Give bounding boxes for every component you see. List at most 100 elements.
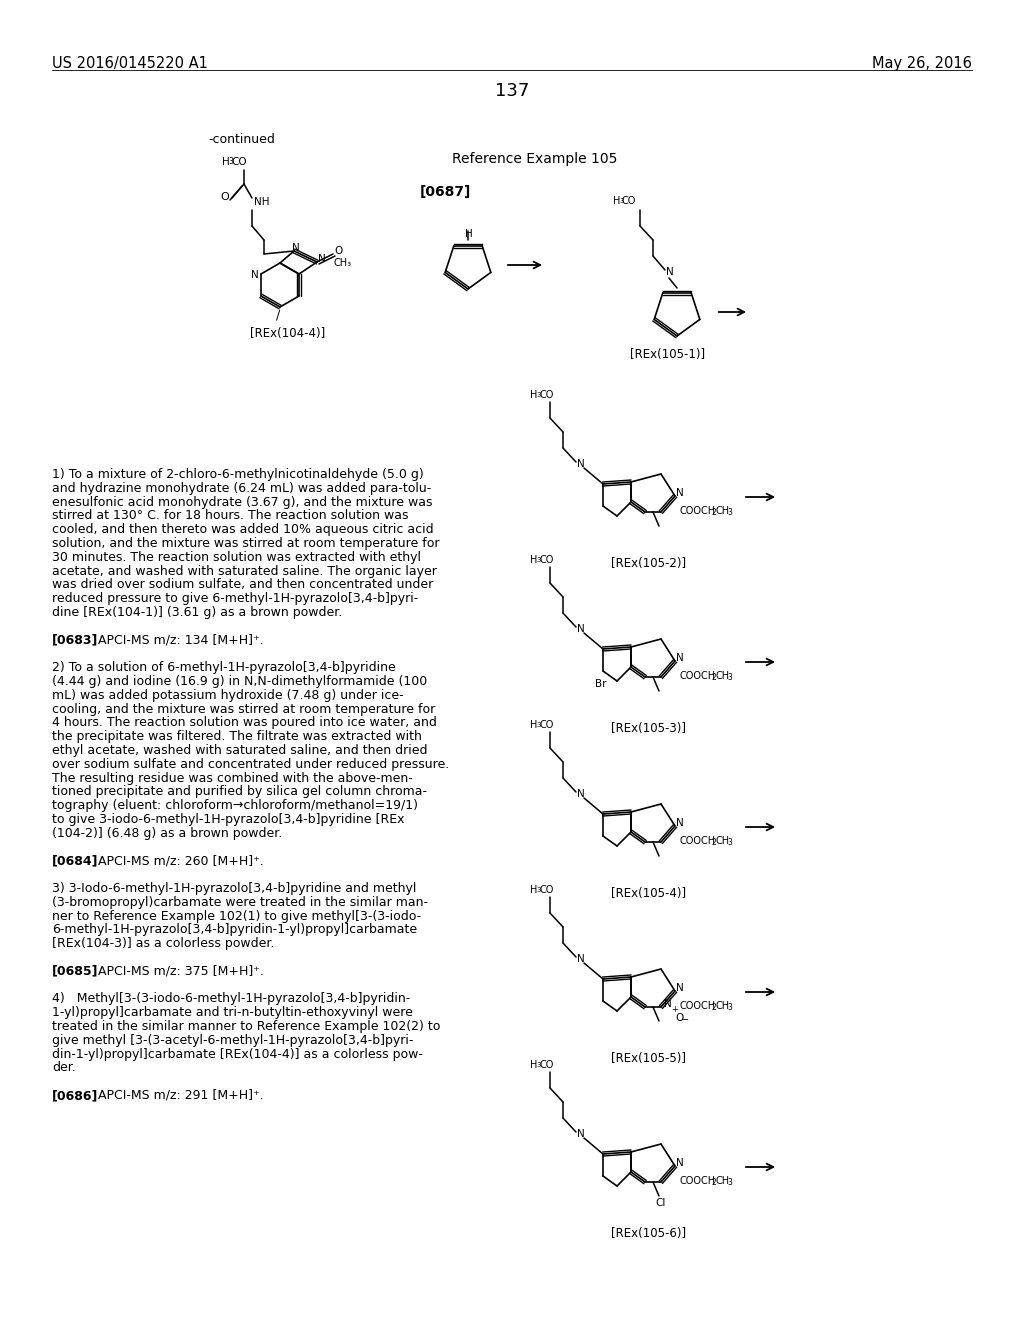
Text: tography (eluent: chloroform→chloroform/methanol=19/1): tography (eluent: chloroform→chloroform/…: [52, 799, 418, 812]
Text: der.: der.: [52, 1061, 76, 1074]
Text: and hydrazine monohydrate (6.24 mL) was added para-tolu-: and hydrazine monohydrate (6.24 mL) was …: [52, 482, 431, 495]
Text: Br: Br: [595, 678, 606, 689]
Text: mL) was added potassium hydroxide (7.48 g) under ice-: mL) was added potassium hydroxide (7.48 …: [52, 689, 403, 702]
Text: CO: CO: [539, 1060, 553, 1071]
Text: N: N: [577, 954, 585, 964]
Text: 3: 3: [618, 198, 624, 205]
Text: 30 minutes. The reaction solution was extracted with ethyl: 30 minutes. The reaction solution was ex…: [52, 550, 421, 564]
Text: acetate, and washed with saturated saline. The organic layer: acetate, and washed with saturated salin…: [52, 565, 437, 578]
Text: 3: 3: [727, 838, 732, 847]
Text: N: N: [666, 267, 674, 277]
Text: APCI-MS m/z: 375 [M+H]⁺.: APCI-MS m/z: 375 [M+H]⁺.: [86, 965, 263, 978]
Text: ethyl acetate, washed with saturated saline, and then dried: ethyl acetate, washed with saturated sal…: [52, 744, 427, 756]
Text: 2: 2: [712, 1003, 717, 1012]
Text: 6-methyl-1H-pyrazolo[3,4-b]pyridin-1-yl)propyl]carbamate: 6-methyl-1H-pyrazolo[3,4-b]pyridin-1-yl)…: [52, 924, 417, 936]
Text: N: N: [676, 983, 684, 993]
Text: The resulting residue was combined with the above-men-: The resulting residue was combined with …: [52, 772, 413, 784]
Text: 3) 3-Iodo-6-methyl-1H-pyrazolo[3,4-b]pyridine and methyl: 3) 3-Iodo-6-methyl-1H-pyrazolo[3,4-b]pyr…: [52, 882, 417, 895]
Text: 3: 3: [536, 1063, 541, 1068]
Text: 3: 3: [727, 673, 732, 682]
Text: treated in the similar manner to Reference Example 102(2) to: treated in the similar manner to Referen…: [52, 1020, 440, 1034]
Text: [0684]: [0684]: [52, 854, 98, 867]
Text: N: N: [676, 653, 684, 663]
Text: N: N: [676, 818, 684, 828]
Text: H: H: [530, 1060, 538, 1071]
Text: 1) To a mixture of 2-chloro-6-methylnicotinaldehyde (5.0 g): 1) To a mixture of 2-chloro-6-methylnico…: [52, 469, 424, 480]
Text: N: N: [676, 488, 684, 498]
Text: CO: CO: [539, 389, 553, 400]
Text: [REx(104-3)] as a colorless powder.: [REx(104-3)] as a colorless powder.: [52, 937, 274, 950]
Text: [REx(105-2)]: [REx(105-2)]: [611, 557, 686, 570]
Text: N: N: [664, 999, 672, 1008]
Text: APCI-MS m/z: 291 [M+H]⁺.: APCI-MS m/z: 291 [M+H]⁺.: [86, 1089, 263, 1102]
Text: COOCH: COOCH: [679, 1001, 715, 1011]
Text: 3: 3: [727, 1003, 732, 1012]
Text: dine [REx(104-1)] (3.61 g) as a brown powder.: dine [REx(104-1)] (3.61 g) as a brown po…: [52, 606, 342, 619]
Text: N: N: [577, 789, 585, 799]
Text: CO: CO: [622, 195, 636, 206]
Text: (4.44 g) and iodine (16.9 g) in N,N-dimethylformamide (100: (4.44 g) and iodine (16.9 g) in N,N-dime…: [52, 675, 427, 688]
Text: O: O: [334, 246, 342, 256]
Text: US 2016/0145220 A1: US 2016/0145220 A1: [52, 55, 208, 71]
Text: [REx(105-1)]: [REx(105-1)]: [630, 348, 706, 360]
Text: -continued: -continued: [208, 133, 274, 147]
Text: cooling, and the mixture was stirred at room temperature for: cooling, and the mixture was stirred at …: [52, 702, 435, 715]
Text: 3: 3: [536, 722, 541, 729]
Text: Reference Example 105: Reference Example 105: [452, 152, 617, 166]
Text: CO: CO: [231, 157, 247, 168]
Text: 3: 3: [536, 887, 541, 894]
Text: H: H: [530, 719, 538, 730]
Text: CH₃: CH₃: [334, 257, 352, 268]
Text: 2: 2: [712, 673, 717, 682]
Text: H: H: [222, 157, 229, 168]
Text: 137: 137: [495, 82, 529, 100]
Text: N: N: [577, 459, 585, 469]
Text: [REx(105-4)]: [REx(105-4)]: [611, 887, 686, 900]
Text: 4 hours. The reaction solution was poured into ice water, and: 4 hours. The reaction solution was poure…: [52, 717, 437, 730]
Text: 3: 3: [727, 1177, 732, 1187]
Text: COOCH: COOCH: [679, 1176, 715, 1185]
Text: H: H: [530, 884, 538, 895]
Text: H: H: [465, 228, 473, 239]
Text: CH: CH: [715, 506, 729, 516]
Text: May 26, 2016: May 26, 2016: [872, 55, 972, 71]
Text: 2: 2: [712, 508, 717, 517]
Text: N: N: [251, 271, 259, 280]
Text: −: −: [681, 1015, 689, 1026]
Text: stirred at 130° C. for 18 hours. The reaction solution was: stirred at 130° C. for 18 hours. The rea…: [52, 510, 409, 523]
Text: O: O: [675, 1012, 683, 1023]
Text: the precipitate was filtered. The filtrate was extracted with: the precipitate was filtered. The filtra…: [52, 730, 422, 743]
Text: CO: CO: [539, 884, 553, 895]
Text: NH: NH: [254, 197, 269, 207]
Text: O: O: [220, 191, 228, 202]
Text: H: H: [613, 195, 621, 206]
Text: CH: CH: [715, 1176, 729, 1185]
Text: COOCH: COOCH: [679, 506, 715, 516]
Text: cooled, and then thereto was added 10% aqueous citric acid: cooled, and then thereto was added 10% a…: [52, 523, 433, 536]
Text: [REx(105-6)]: [REx(105-6)]: [611, 1228, 686, 1239]
Text: 3: 3: [228, 157, 232, 166]
Text: N: N: [292, 243, 300, 253]
Text: N: N: [676, 1158, 684, 1168]
Text: [REx(105-5)]: [REx(105-5)]: [611, 1052, 686, 1065]
Text: solution, and the mixture was stirred at room temperature for: solution, and the mixture was stirred at…: [52, 537, 439, 550]
Text: give methyl [3-(3-acetyl-6-methyl-1H-pyrazolo[3,4-b]pyri-: give methyl [3-(3-acetyl-6-methyl-1H-pyr…: [52, 1034, 414, 1047]
Text: to give 3-iodo-6-methyl-1H-pyrazolo[3,4-b]pyridine [REx: to give 3-iodo-6-methyl-1H-pyrazolo[3,4-…: [52, 813, 404, 826]
Text: N: N: [577, 1129, 585, 1139]
Text: reduced pressure to give 6-methyl-1H-pyrazolo[3,4-b]pyri-: reduced pressure to give 6-methyl-1H-pyr…: [52, 593, 418, 605]
Text: 2) To a solution of 6-methyl-1H-pyrazolo[3,4-b]pyridine: 2) To a solution of 6-methyl-1H-pyrazolo…: [52, 661, 395, 675]
Text: over sodium sulfate and concentrated under reduced pressure.: over sodium sulfate and concentrated und…: [52, 758, 450, 771]
Text: Cl: Cl: [655, 1199, 666, 1208]
Text: APCI-MS m/z: 134 [M+H]⁺.: APCI-MS m/z: 134 [M+H]⁺.: [86, 634, 263, 647]
Text: 4)   Methyl[3-(3-iodo-6-methyl-1H-pyrazolo[3,4-b]pyridin-: 4) Methyl[3-(3-iodo-6-methyl-1H-pyrazolo…: [52, 993, 411, 1006]
Text: 3: 3: [536, 557, 541, 564]
Text: CO: CO: [539, 554, 553, 565]
Text: was dried over sodium sulfate, and then concentrated under: was dried over sodium sulfate, and then …: [52, 578, 433, 591]
Text: N: N: [577, 624, 585, 634]
Text: (3-bromopropyl)carbamate were treated in the similar man-: (3-bromopropyl)carbamate were treated in…: [52, 896, 428, 908]
Text: [REx(104-4)]: [REx(104-4)]: [250, 327, 326, 341]
Text: /: /: [276, 309, 281, 322]
Text: 2: 2: [712, 1177, 717, 1187]
Text: enesulfonic acid monohydrate (3.67 g), and the mixture was: enesulfonic acid monohydrate (3.67 g), a…: [52, 495, 432, 508]
Text: CH: CH: [715, 1001, 729, 1011]
